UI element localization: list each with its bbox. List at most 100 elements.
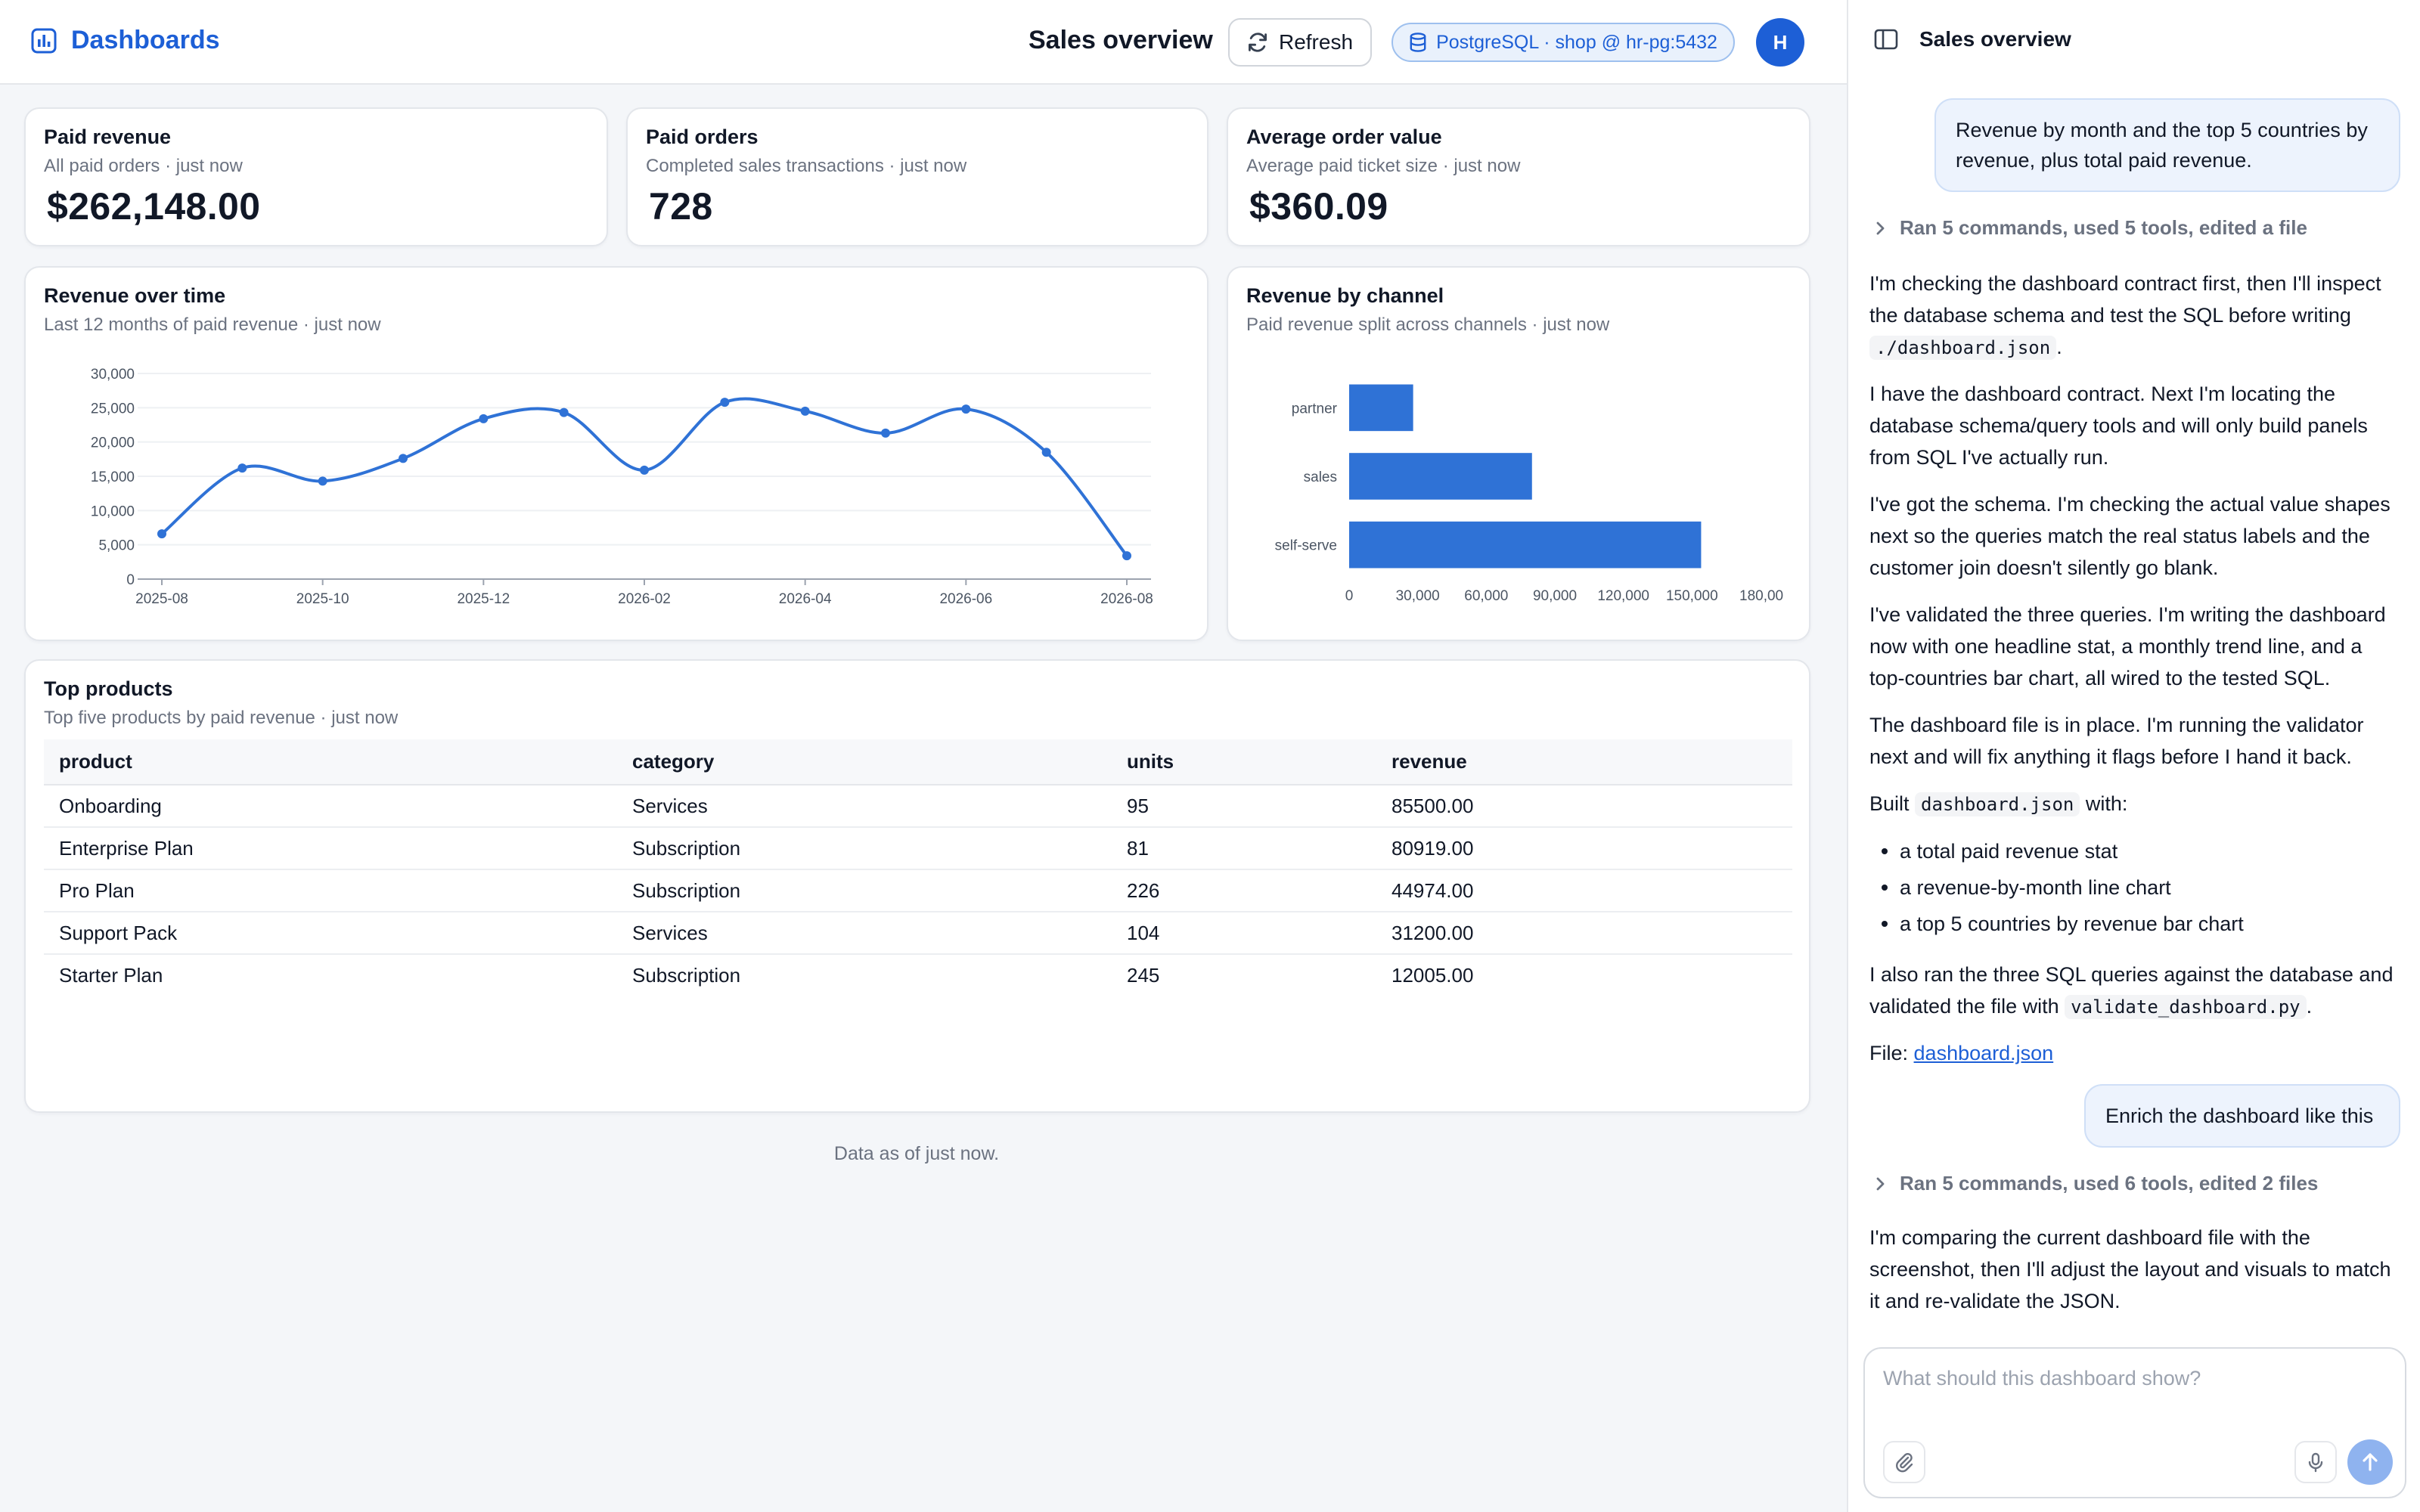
chart-subtitle: Last 12 months of paid revenue · just no… bbox=[44, 314, 381, 335]
category-label: sales bbox=[1304, 469, 1337, 485]
series-line bbox=[160, 397, 1128, 557]
mic-button[interactable] bbox=[2294, 1441, 2337, 1483]
column-header-category[interactable]: category bbox=[617, 739, 1112, 785]
data-point bbox=[800, 406, 810, 416]
stat-title: Paid orders bbox=[646, 125, 759, 148]
avatar[interactable]: H bbox=[1756, 18, 1804, 67]
tool-summary-label: Ran 5 commands, used 6 tools, edited 2 f… bbox=[1900, 1172, 2319, 1194]
stat-card-paid-revenue: Paid revenue All paid orders · just now … bbox=[24, 107, 608, 246]
footer-note: Data as of just now. bbox=[833, 1143, 1000, 1164]
products-table-wrap: product category units revenue Onboardin… bbox=[44, 739, 1792, 996]
data-point bbox=[640, 465, 649, 475]
table-header-row: product category units revenue bbox=[44, 739, 1792, 785]
assistant-paragraph: I'm checking the dashboard contract firs… bbox=[1869, 268, 2399, 364]
stat-card-paid-orders: Paid orders Completed sales transactions… bbox=[626, 107, 1208, 246]
cell-category: Subscription bbox=[617, 869, 1112, 912]
table-row: Onboarding Services 95 85500.00 bbox=[44, 785, 1792, 828]
cell-units: 81 bbox=[1112, 827, 1376, 870]
cell-revenue: 12005.00 bbox=[1392, 964, 1474, 987]
file-link[interactable]: dashboard.json bbox=[1913, 1042, 2054, 1064]
table-row: Pro Plan Subscription 226 44974.00 bbox=[44, 869, 1792, 912]
x-tick-label: 60,000 bbox=[1464, 588, 1508, 604]
chart-title: Revenue over time bbox=[44, 284, 226, 307]
bar-chart-icon bbox=[31, 28, 57, 53]
cell-product: Support Pack bbox=[44, 912, 617, 955]
table-row: Enterprise Plan Subscription 81 80919.00 bbox=[44, 827, 1792, 870]
bar bbox=[1349, 521, 1702, 569]
database-icon bbox=[1410, 33, 1426, 52]
connection-badge[interactable]: PostgreSQL · shop @ hr-pg:5432 bbox=[1392, 23, 1735, 62]
brand[interactable]: Dashboards bbox=[30, 26, 220, 55]
y-tick-label: 5,000 bbox=[98, 538, 135, 554]
cell-units: 104 bbox=[1112, 912, 1376, 955]
x-tick-label: 2026-04 bbox=[779, 591, 832, 607]
y-tick-label: 0 bbox=[126, 572, 135, 588]
y-tick-label: 30,000 bbox=[91, 367, 135, 383]
data-point bbox=[559, 407, 569, 417]
assistant-paragraph: Built dashboard.json with: bbox=[1869, 788, 2399, 820]
stat-subtitle: Completed sales transactions · just now bbox=[646, 156, 967, 176]
data-point bbox=[1041, 448, 1051, 457]
prompt-input[interactable] bbox=[1883, 1367, 2382, 1412]
data-point bbox=[318, 476, 327, 486]
assistant-paragraph: I have the dashboard contract. Next I'm … bbox=[1869, 383, 2368, 469]
x-tick-label: 2025-08 bbox=[135, 591, 188, 607]
column-header-revenue[interactable]: revenue bbox=[1376, 739, 1792, 785]
file-reference: File: dashboard.json bbox=[1869, 1037, 2399, 1069]
tool-summary-toggle[interactable]: Ran 5 commands, used 6 tools, edited 2 f… bbox=[1872, 1172, 2318, 1195]
revenue-by-channel-card: Revenue by channel Paid revenue split ac… bbox=[1227, 266, 1810, 641]
x-tick-label: 2026-02 bbox=[618, 591, 671, 607]
table-title: Top products bbox=[44, 677, 173, 700]
data-point bbox=[399, 454, 408, 463]
main-pane: Dashboards Sales overview Refresh Pos bbox=[0, 0, 1847, 1164]
x-tick-label: 2026-06 bbox=[939, 591, 992, 607]
category-label: self-serve bbox=[1275, 538, 1337, 554]
chat-title: Sales overview bbox=[1919, 27, 2071, 51]
stat-card-average-order-value: Average order value Average paid ticket … bbox=[1227, 107, 1810, 246]
microphone-icon bbox=[2308, 1452, 2323, 1473]
x-tick-label: 2025-12 bbox=[457, 591, 510, 607]
data-point bbox=[157, 529, 166, 539]
stat-title: Paid revenue bbox=[44, 125, 172, 148]
y-tick-label: 15,000 bbox=[91, 469, 135, 485]
data-point bbox=[237, 463, 247, 473]
x-tick-label: 90,000 bbox=[1533, 588, 1577, 604]
sidebar-toggle-icon[interactable] bbox=[1874, 27, 1898, 51]
chevron-right-icon bbox=[1876, 222, 1885, 234]
list-item: a total paid revenue stat bbox=[1869, 833, 2399, 869]
list-item: a revenue-by-month line chart bbox=[1869, 869, 2399, 906]
cell-product: Onboarding bbox=[44, 785, 617, 828]
x-tick-label: 120,000 bbox=[1597, 588, 1649, 604]
column-header-units[interactable]: units bbox=[1112, 739, 1376, 785]
x-tick-label: 2026-08 bbox=[1100, 591, 1153, 607]
cell-revenue: 31200.00 bbox=[1376, 912, 1792, 955]
stat-subtitle: All paid orders · just now bbox=[44, 156, 243, 176]
cell-category: Services bbox=[617, 912, 1112, 955]
refresh-label: Refresh bbox=[1278, 30, 1354, 54]
products-table: product category units revenue Onboardin… bbox=[44, 739, 1792, 996]
stat-subtitle: Average paid ticket size · just now bbox=[1246, 156, 1521, 176]
refresh-icon bbox=[1248, 33, 1267, 52]
data-point bbox=[881, 428, 890, 438]
tool-summary-toggle[interactable]: Ran 5 commands, used 5 tools, edited a f… bbox=[1872, 216, 2307, 240]
page-title: Sales overview bbox=[1028, 26, 1213, 54]
list-item: a top 5 countries by revenue bar chart bbox=[1869, 906, 2399, 942]
category-label: partner bbox=[1292, 401, 1338, 417]
assistant-paragraph: I've got the schema. I'm checking the ac… bbox=[1869, 493, 2391, 579]
attach-button[interactable] bbox=[1883, 1441, 1925, 1483]
data-point bbox=[1122, 551, 1131, 561]
summary-list: a total paid revenue stat a revenue-by-m… bbox=[1869, 833, 2399, 942]
tool-summary-label: Ran 5 commands, used 5 tools, edited a f… bbox=[1900, 216, 2307, 239]
chart-title: Revenue by channel bbox=[1246, 284, 1444, 307]
user-message: Enrich the dashboard like this bbox=[2084, 1084, 2400, 1148]
column-header-product[interactable]: product bbox=[44, 739, 617, 785]
cell-category: Subscription bbox=[632, 964, 741, 987]
x-tick-label: 150,000 bbox=[1666, 588, 1718, 604]
send-button[interactable] bbox=[2347, 1439, 2393, 1485]
paragraph-text: with: bbox=[2085, 792, 2128, 815]
data-point bbox=[961, 404, 971, 414]
top-products-card: Top products Top five products by paid r… bbox=[24, 659, 1810, 1113]
refresh-button[interactable]: Refresh bbox=[1228, 18, 1372, 67]
stat-title: Average order value bbox=[1246, 125, 1442, 148]
y-tick-label: 20,000 bbox=[91, 435, 135, 451]
